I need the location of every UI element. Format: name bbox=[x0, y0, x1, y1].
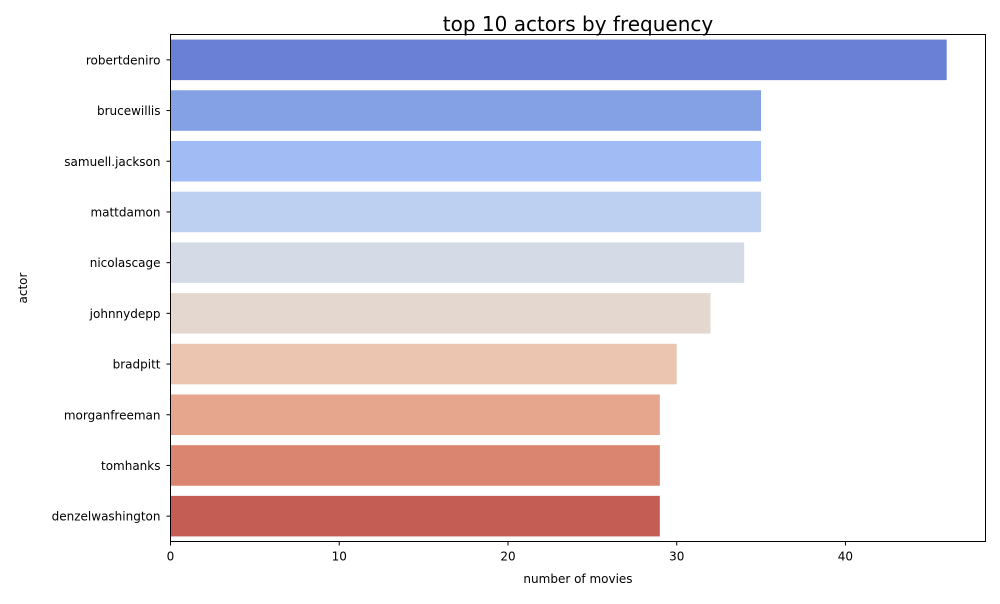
y-tick-label: brucewillis bbox=[97, 104, 161, 118]
y-axis-ticks: robertdeniro brucewillis samuell.jackson ma… bbox=[52, 53, 171, 524]
y-tick-label: mattdamon bbox=[90, 205, 160, 219]
bar-brucewillis bbox=[170, 90, 762, 131]
x-axis-ticks: 0 10 20 30 40 bbox=[167, 541, 853, 564]
x-tick-label: 30 bbox=[669, 550, 684, 564]
y-tick-label: robertdeniro bbox=[86, 53, 161, 67]
x-tick-label: 0 bbox=[167, 550, 175, 564]
bar-morganfreeman bbox=[170, 394, 660, 436]
x-axis-label: number of movies bbox=[523, 572, 632, 586]
x-tick-label: 20 bbox=[500, 550, 515, 564]
bar-denzelwashington bbox=[170, 495, 660, 537]
y-axis-label: actor bbox=[16, 272, 30, 303]
bar-mattdamon bbox=[170, 191, 762, 233]
y-tick-label: johnnydepp bbox=[89, 307, 161, 321]
chart-title: top 10 actors by frequency bbox=[443, 12, 714, 36]
bar-johnnydepp bbox=[170, 293, 711, 334]
y-tick-label: tomhanks bbox=[101, 459, 161, 473]
bar-bradpitt bbox=[170, 343, 677, 385]
bar-robertdeniro bbox=[170, 39, 947, 81]
y-tick-label: denzelwashington bbox=[52, 510, 161, 524]
bars-group bbox=[170, 39, 947, 537]
y-tick-label: bradpitt bbox=[113, 358, 161, 372]
y-tick-label: nicolascage bbox=[90, 256, 161, 270]
x-tick-label: 40 bbox=[838, 550, 853, 564]
y-tick-label: samuell.jackson bbox=[64, 155, 160, 169]
x-tick-label: 10 bbox=[332, 550, 347, 564]
bar-tomhanks bbox=[170, 445, 660, 486]
y-tick-label: morganfreeman bbox=[64, 408, 161, 422]
bar-samuell.jackson bbox=[170, 140, 762, 182]
plot-frame bbox=[170, 34, 986, 542]
bar-nicolascage bbox=[170, 242, 745, 283]
